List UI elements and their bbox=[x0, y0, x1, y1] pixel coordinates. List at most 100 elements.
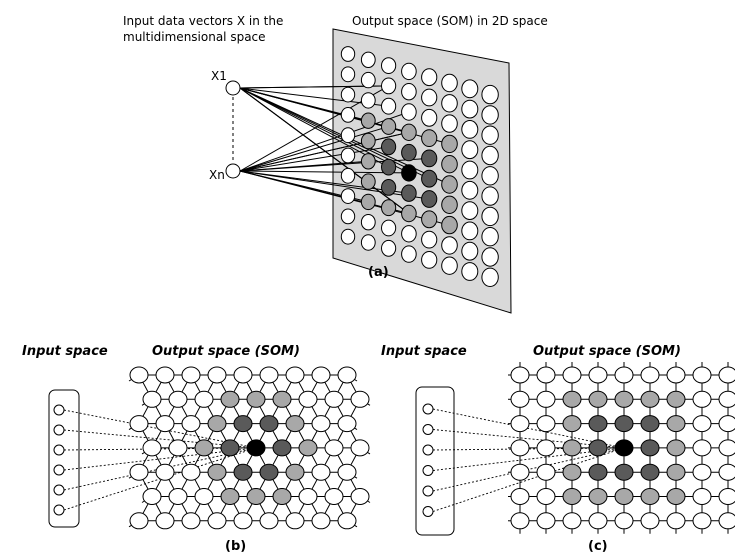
panel-c: Input space Output space (SOM) (c) bbox=[381, 344, 735, 554]
som-node bbox=[181, 366, 201, 384]
som-node bbox=[340, 46, 356, 62]
som-node bbox=[168, 488, 188, 505]
som-node bbox=[614, 390, 634, 408]
som-node bbox=[666, 415, 686, 433]
xn-label: Xn bbox=[209, 168, 225, 182]
som-node bbox=[381, 158, 397, 176]
som-node bbox=[220, 390, 240, 408]
som-node bbox=[360, 132, 376, 150]
som-node bbox=[640, 488, 660, 505]
som-node bbox=[381, 118, 397, 135]
connection-line bbox=[239, 87, 430, 180]
som-node bbox=[233, 463, 253, 481]
som-node bbox=[285, 463, 305, 481]
input-node bbox=[53, 444, 65, 456]
som-grid-nodes bbox=[340, 46, 499, 287]
som-node bbox=[181, 415, 201, 433]
som-node bbox=[481, 125, 499, 145]
som-node bbox=[311, 463, 331, 481]
som-node bbox=[481, 145, 499, 166]
som-node bbox=[129, 415, 149, 433]
input-nodes-c bbox=[422, 403, 434, 517]
connection-line bbox=[239, 126, 389, 172]
input-space-label-c: Input space bbox=[381, 344, 467, 359]
som-node bbox=[441, 236, 458, 255]
som-node bbox=[421, 68, 438, 87]
som-node bbox=[588, 463, 608, 481]
som-node bbox=[718, 512, 735, 530]
input-box-c bbox=[415, 386, 455, 536]
som-node bbox=[461, 99, 479, 119]
som-node bbox=[285, 415, 305, 433]
panel-a: Input data vectors X in the multidimensi… bbox=[123, 14, 548, 314]
som-node bbox=[510, 463, 530, 481]
input-node bbox=[53, 464, 65, 476]
som-node bbox=[461, 221, 479, 241]
som-node bbox=[360, 193, 376, 211]
som-node bbox=[129, 463, 149, 481]
som-node bbox=[421, 108, 438, 127]
som-node bbox=[259, 415, 279, 433]
som-node bbox=[510, 439, 530, 457]
som-node bbox=[360, 92, 376, 109]
connection-line bbox=[239, 87, 410, 174]
som-node bbox=[536, 366, 556, 384]
som-node bbox=[360, 153, 376, 170]
som-node bbox=[324, 488, 344, 505]
som-node bbox=[614, 488, 634, 505]
som-node bbox=[155, 463, 175, 481]
som-node bbox=[129, 366, 149, 384]
som-node bbox=[340, 147, 356, 164]
som-node bbox=[441, 73, 458, 93]
som-node bbox=[401, 62, 417, 81]
som-node bbox=[311, 415, 331, 433]
som-node bbox=[614, 366, 634, 384]
som-plane bbox=[332, 28, 512, 314]
som-node bbox=[441, 134, 458, 154]
som-node bbox=[588, 390, 608, 408]
som-node bbox=[194, 488, 214, 505]
dotted-connection bbox=[63, 447, 257, 491]
som-node bbox=[640, 366, 660, 384]
connection-line bbox=[239, 87, 410, 214]
som-node bbox=[142, 488, 162, 505]
connection-line bbox=[239, 111, 410, 172]
som-node bbox=[588, 488, 608, 505]
som-node bbox=[194, 390, 214, 408]
som-node bbox=[272, 488, 292, 505]
som-node bbox=[298, 390, 318, 408]
connection-line bbox=[239, 170, 430, 200]
dotted-connection bbox=[432, 447, 625, 512]
som-node bbox=[401, 245, 417, 263]
som-node bbox=[461, 201, 479, 221]
som-node bbox=[718, 415, 735, 433]
som-node bbox=[481, 247, 499, 267]
som-node bbox=[692, 439, 712, 457]
som-node bbox=[155, 415, 175, 433]
som-node bbox=[441, 256, 458, 275]
som-node bbox=[207, 366, 227, 384]
som-node bbox=[360, 51, 376, 68]
som-node bbox=[562, 488, 582, 505]
som-node bbox=[441, 195, 458, 215]
som-node bbox=[692, 512, 712, 530]
som-node bbox=[536, 488, 556, 505]
som-node bbox=[337, 415, 357, 433]
som-node bbox=[481, 84, 499, 105]
input-space-label-b: Input space bbox=[22, 344, 108, 359]
output-space-label-b: Output space (SOM) bbox=[152, 344, 300, 359]
som-node bbox=[298, 488, 318, 505]
som-node bbox=[666, 390, 686, 408]
dotted-connection bbox=[432, 408, 625, 449]
som-node bbox=[360, 112, 376, 129]
som-node bbox=[510, 488, 530, 505]
input-node bbox=[422, 424, 434, 435]
som-node bbox=[401, 143, 417, 162]
som-node bbox=[233, 415, 253, 433]
som-node bbox=[562, 390, 582, 408]
som-node bbox=[401, 225, 417, 243]
som-node bbox=[360, 214, 376, 231]
som-node bbox=[272, 390, 292, 408]
connection-line bbox=[239, 146, 389, 172]
som-node bbox=[259, 512, 279, 530]
